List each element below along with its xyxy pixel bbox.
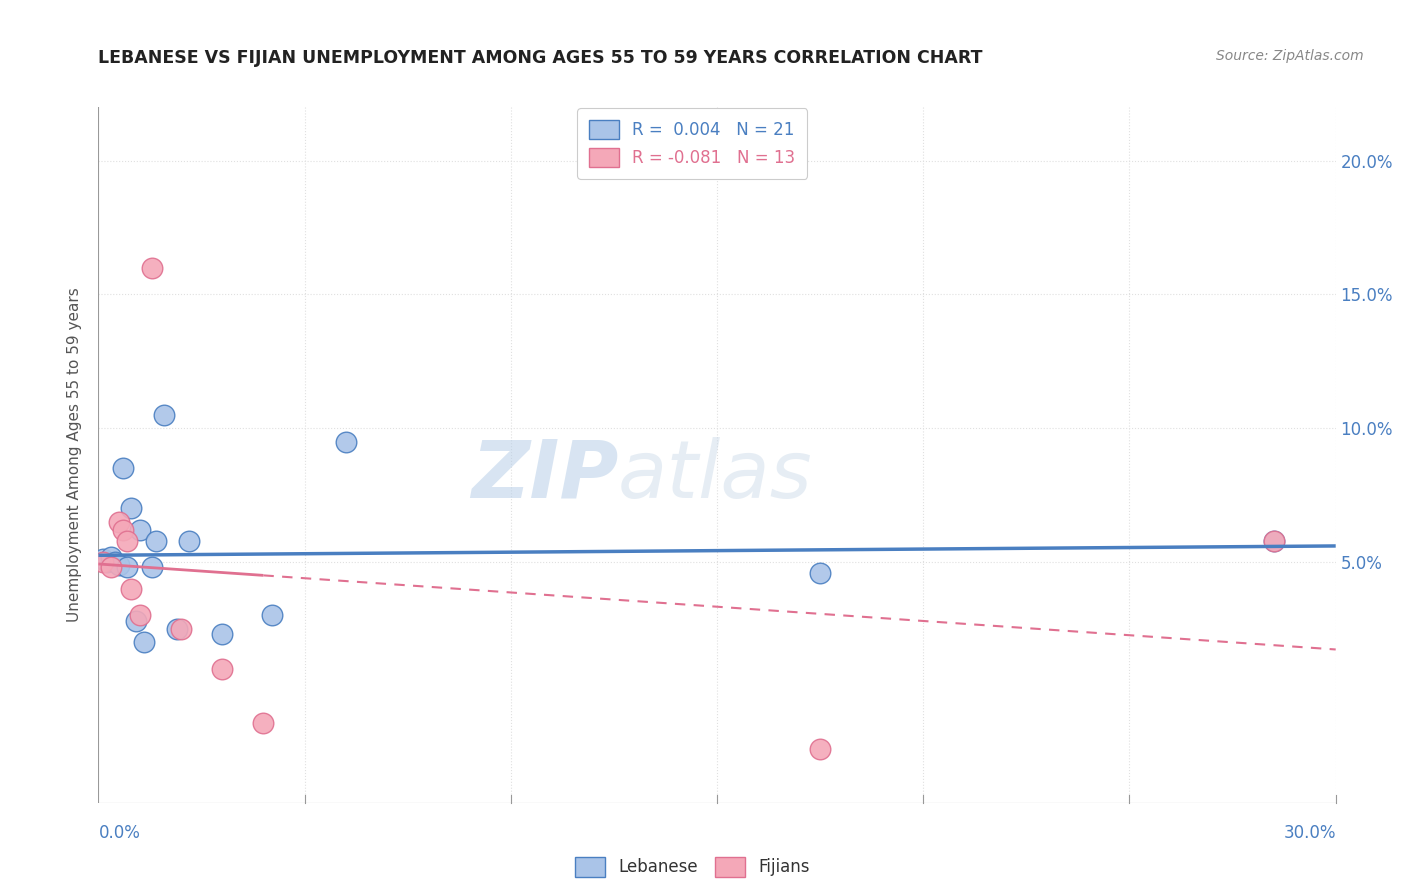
- Point: [132, 635, 155, 649]
- Point: [96, 555, 118, 569]
- Point: [100, 549, 122, 564]
- Point: [124, 614, 146, 628]
- Point: [179, 533, 201, 548]
- Point: [252, 715, 274, 730]
- Point: [104, 555, 127, 569]
- Point: [211, 662, 233, 676]
- Text: atlas: atlas: [619, 437, 813, 515]
- Point: [145, 533, 167, 548]
- Point: [170, 622, 193, 636]
- Y-axis label: Unemployment Among Ages 55 to 59 years: Unemployment Among Ages 55 to 59 years: [67, 287, 83, 623]
- Point: [112, 461, 135, 475]
- Point: [117, 560, 139, 574]
- Point: [1263, 533, 1285, 548]
- Legend: Lebanese, Fijians: Lebanese, Fijians: [567, 849, 818, 885]
- Point: [120, 501, 142, 516]
- Point: [128, 523, 150, 537]
- Text: ZIP: ZIP: [471, 437, 619, 515]
- Point: [141, 260, 163, 275]
- Point: [91, 555, 114, 569]
- Point: [91, 552, 114, 566]
- Point: [120, 582, 142, 596]
- Text: LEBANESE VS FIJIAN UNEMPLOYMENT AMONG AGES 55 TO 59 YEARS CORRELATION CHART: LEBANESE VS FIJIAN UNEMPLOYMENT AMONG AG…: [98, 49, 983, 67]
- Text: 0.0%: 0.0%: [98, 824, 141, 842]
- Text: Source: ZipAtlas.com: Source: ZipAtlas.com: [1216, 49, 1364, 63]
- Point: [808, 566, 831, 580]
- Point: [112, 523, 135, 537]
- Point: [108, 558, 131, 572]
- Point: [335, 434, 357, 449]
- Point: [1263, 533, 1285, 548]
- Point: [211, 627, 233, 641]
- Point: [260, 608, 283, 623]
- Point: [153, 408, 176, 422]
- Point: [141, 560, 163, 574]
- Point: [117, 533, 139, 548]
- Point: [108, 515, 131, 529]
- Text: 30.0%: 30.0%: [1284, 824, 1336, 842]
- Point: [808, 742, 831, 756]
- Point: [100, 560, 122, 574]
- Point: [128, 608, 150, 623]
- Point: [166, 622, 188, 636]
